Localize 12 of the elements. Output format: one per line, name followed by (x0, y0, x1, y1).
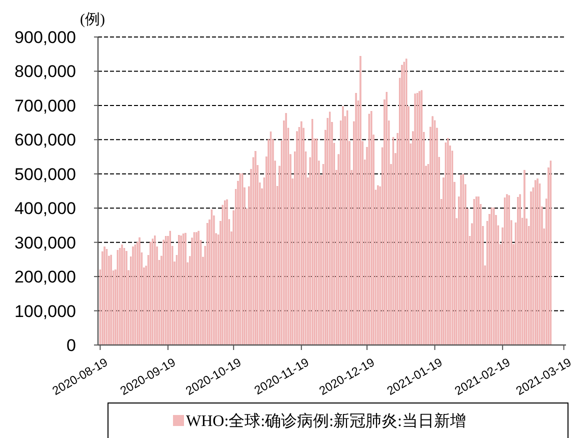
y-tick-label: 200,000 (14, 268, 76, 287)
y-tick-label: 300,000 (14, 233, 76, 252)
y-tick-label: 0 (66, 336, 76, 355)
y-tick-label: 400,000 (14, 199, 76, 218)
y-tick-label: 100,000 (14, 302, 76, 321)
legend-label: WHO:全球:确诊病例:新冠肺炎:当日新增 (186, 412, 466, 430)
y-tick-label: 800,000 (14, 62, 76, 82)
y-tick-label: 600,000 (14, 130, 76, 150)
y-tick-label: 500,000 (14, 164, 76, 184)
y-tick-label: 900,000 (14, 28, 76, 47)
y-axis-title: (例) (80, 12, 105, 28)
y-tick-label: 700,000 (14, 96, 76, 116)
